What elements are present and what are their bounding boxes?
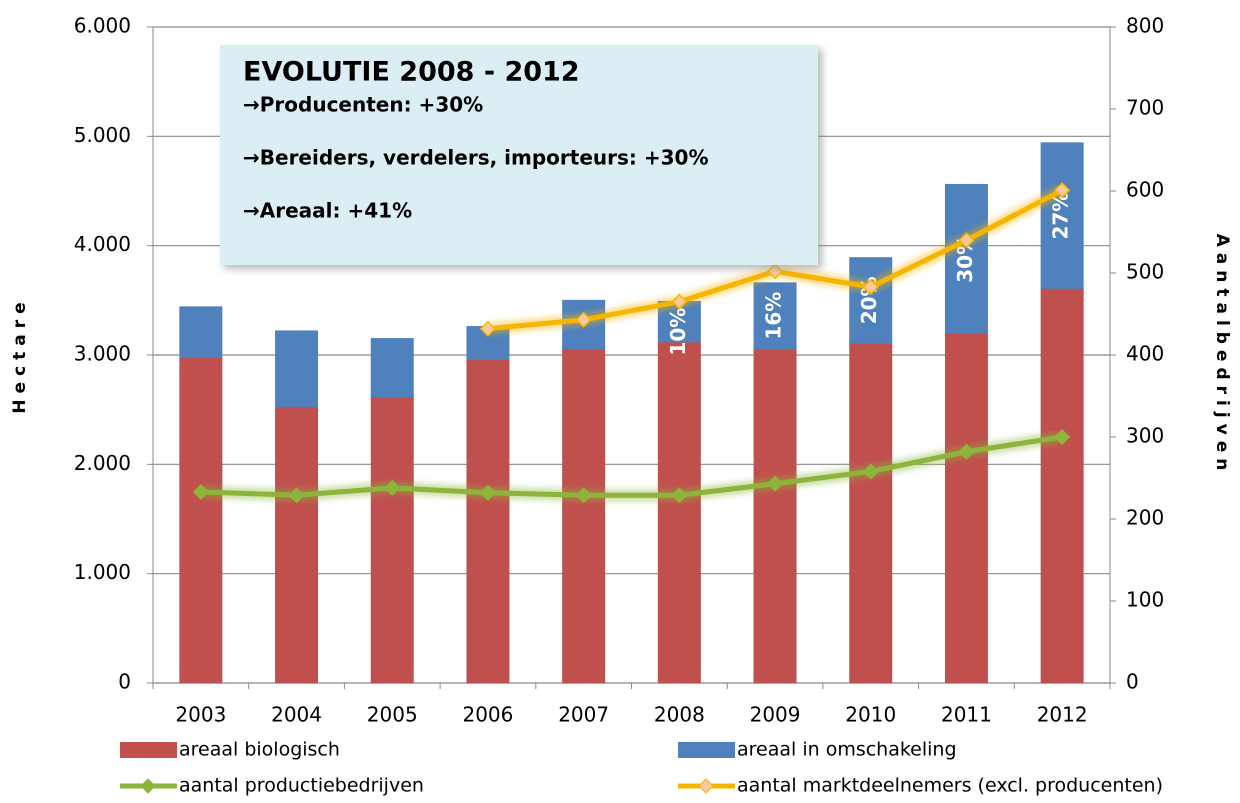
x-tick-label: 2005 bbox=[367, 703, 418, 727]
marker bbox=[479, 484, 497, 501]
marker bbox=[384, 479, 401, 496]
x-tick-label: 2011 bbox=[941, 703, 992, 727]
y2-axis-title: Aantalbedrijven bbox=[1212, 234, 1232, 477]
marker bbox=[1054, 182, 1071, 199]
y2-tick-label: 800 bbox=[1126, 14, 1164, 38]
x-tick-label: 2010 bbox=[845, 703, 896, 727]
info-line: →Producenten: +30% bbox=[243, 93, 483, 117]
bar bbox=[1040, 287, 1084, 684]
marker bbox=[862, 278, 879, 296]
marker bbox=[766, 475, 784, 492]
info-box bbox=[220, 45, 818, 265]
bar bbox=[275, 330, 319, 407]
marker bbox=[479, 320, 497, 337]
y2-tick-label: 600 bbox=[1126, 178, 1164, 202]
y2-tick-label: 500 bbox=[1126, 260, 1164, 284]
bar bbox=[849, 257, 893, 344]
bar bbox=[753, 347, 797, 684]
bar bbox=[753, 282, 797, 349]
x-tick-label: 2004 bbox=[271, 703, 322, 727]
x-tick-label: 2003 bbox=[175, 703, 226, 727]
x-tick-label: 2012 bbox=[1037, 703, 1088, 727]
marker bbox=[862, 463, 879, 480]
x-tick-label: 2007 bbox=[558, 703, 609, 727]
bar bbox=[466, 358, 510, 684]
y2-tick-label: 200 bbox=[1126, 506, 1164, 530]
x-tick-label: 2006 bbox=[462, 703, 513, 727]
bar bbox=[370, 338, 414, 398]
marker bbox=[575, 487, 592, 504]
legend-swatch bbox=[120, 742, 177, 758]
bar-text: 16% bbox=[762, 292, 786, 340]
legend-label: aantal productiebedrijven bbox=[179, 775, 424, 797]
y-tick-label: 1.000 bbox=[74, 560, 131, 584]
bar-text: 10% bbox=[666, 308, 690, 356]
y2-tick-label: 300 bbox=[1126, 424, 1164, 448]
y-tick-label: 5.000 bbox=[74, 123, 131, 147]
y2-tick-label: 400 bbox=[1126, 342, 1164, 366]
y-tick-label: 0 bbox=[118, 670, 131, 694]
legend-label: areaal in omschakeling bbox=[737, 739, 957, 761]
bar bbox=[849, 342, 893, 684]
marker bbox=[958, 443, 975, 460]
legend-marker bbox=[698, 778, 714, 794]
bar bbox=[562, 347, 606, 684]
bar bbox=[944, 183, 988, 334]
bar bbox=[179, 356, 223, 684]
marker bbox=[958, 232, 975, 249]
marker bbox=[1054, 428, 1071, 446]
y2-tick-label: 0 bbox=[1126, 670, 1139, 694]
bar bbox=[179, 306, 223, 358]
y-tick-label: 4.000 bbox=[74, 232, 131, 256]
line bbox=[200, 434, 1063, 498]
info-title: EVOLUTIE 2008 - 2012 bbox=[243, 57, 580, 88]
legend-swatch bbox=[678, 742, 735, 758]
info-line: →Areaal: +41% bbox=[243, 199, 412, 223]
y2-tick-label: 700 bbox=[1126, 96, 1164, 120]
legend-label: aantal marktdeelnemers (excl. producente… bbox=[737, 775, 1163, 797]
y-tick-label: 2.000 bbox=[74, 451, 131, 475]
legend-marker bbox=[140, 778, 156, 794]
bar bbox=[275, 405, 319, 684]
x-tick-label: 2009 bbox=[750, 703, 801, 727]
marker bbox=[671, 487, 688, 504]
marker bbox=[575, 311, 592, 328]
y-axis-title: Hectare bbox=[10, 296, 30, 413]
y2-tick-label: 100 bbox=[1126, 588, 1164, 612]
marker bbox=[288, 487, 305, 504]
marker bbox=[192, 483, 209, 501]
legend-label: areaal biologisch bbox=[179, 739, 340, 761]
x-tick-label: 2008 bbox=[654, 703, 705, 727]
bar bbox=[1040, 142, 1084, 289]
line-glow bbox=[200, 431, 1064, 502]
marker bbox=[671, 293, 688, 310]
y-tick-label: 3.000 bbox=[74, 342, 131, 366]
bar bbox=[657, 341, 701, 684]
y-tick-label: 6.000 bbox=[74, 14, 131, 38]
bar bbox=[370, 396, 414, 684]
marker bbox=[766, 263, 784, 280]
bar bbox=[944, 332, 988, 684]
info-line: →Bereiders, verdelers, importeurs: +30% bbox=[243, 146, 709, 170]
